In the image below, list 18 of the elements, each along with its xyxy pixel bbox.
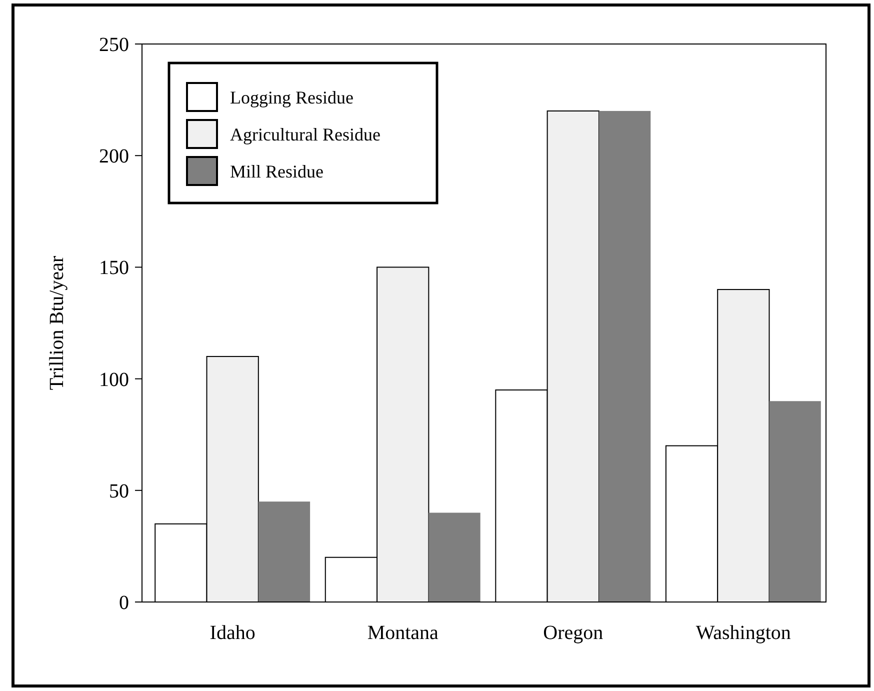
y-tick-label: 200	[99, 146, 129, 168]
y-tick-label: 250	[99, 34, 129, 56]
y-axis-title: Trillion Btu/year	[46, 256, 68, 390]
y-tick-label: 0	[119, 592, 129, 614]
x-tick-label: Idaho	[210, 622, 256, 644]
x-tick-label: Oregon	[543, 622, 604, 644]
bar	[769, 401, 821, 602]
bar	[428, 512, 480, 602]
y-tick-label: 150	[99, 257, 129, 280]
legend-label: Agricultural Residue	[230, 124, 380, 144]
bar	[598, 110, 651, 602]
x-tick-label: Washington	[696, 622, 791, 644]
legend-label: Logging Residue	[230, 87, 354, 108]
y-tick-label: 100	[99, 368, 129, 391]
x-tick-label: Montana	[367, 622, 439, 644]
legend-label: Mill Residue	[230, 161, 324, 182]
bar	[258, 502, 310, 602]
y-tick-label: 50	[109, 480, 129, 502]
